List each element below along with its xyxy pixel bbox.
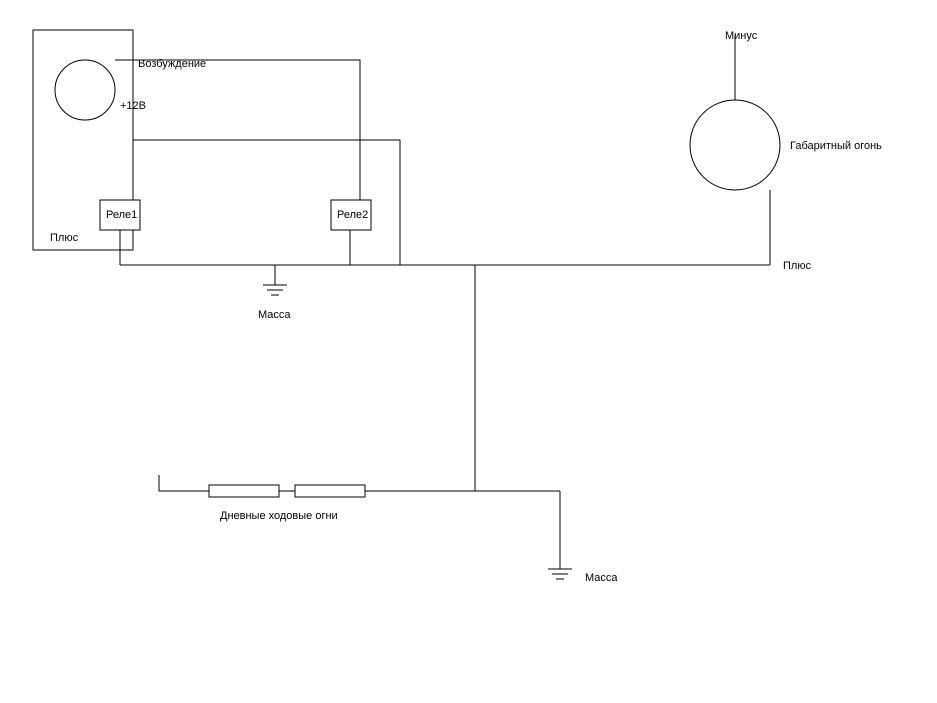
label-dnevnye: Дневные ходовые огни [220, 510, 338, 522]
drl-box1 [209, 485, 279, 497]
wire-gen-to-bus [115, 60, 360, 140]
label-gabaritnyi: Габаритный огонь [790, 140, 882, 152]
lamp-circle [690, 100, 780, 190]
label-minus: Минус [725, 30, 757, 42]
label-plus1: Плюс [50, 232, 78, 244]
label-rele1: Реле1 [106, 209, 137, 221]
label-massa2: Масса [585, 572, 618, 584]
label-plus2: Плюс [783, 260, 811, 272]
label-massa1: Масса [258, 309, 291, 321]
label-vozbuzhdenie: Возбуждение [138, 58, 206, 70]
label-12v: +12В [120, 100, 146, 112]
label-rele2: Реле2 [337, 209, 368, 221]
drl-box2 [295, 485, 365, 497]
generator-circle [55, 60, 115, 120]
